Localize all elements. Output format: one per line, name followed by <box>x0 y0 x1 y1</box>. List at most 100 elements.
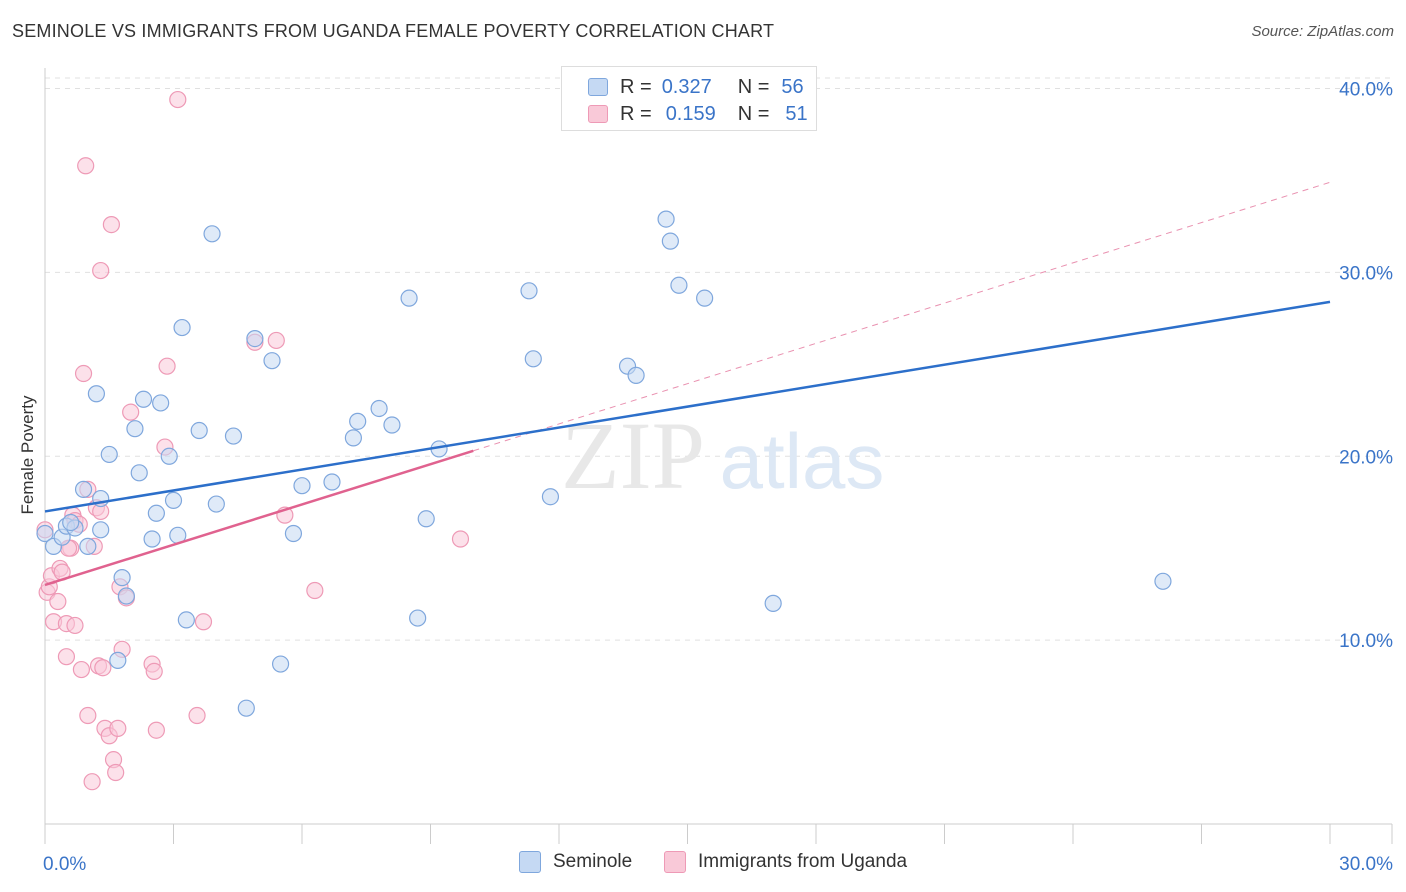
seminole-point <box>670 276 688 294</box>
legend-n-value: 56 <box>781 75 804 98</box>
legend-uganda-label: Immigrants from Uganda <box>698 851 908 872</box>
uganda-point <box>57 648 76 666</box>
grid-lines <box>45 77 1392 641</box>
y-tick-label: 10.0% <box>1339 631 1393 652</box>
seminole-point <box>203 225 221 243</box>
seminole-point <box>117 587 135 605</box>
x-tick-label: 30.0% <box>1339 854 1393 875</box>
y-axis-label: Female Poverty <box>18 395 37 515</box>
seminole-point <box>417 510 435 528</box>
seminole-point <box>143 530 161 548</box>
uganda-swatch <box>588 105 608 123</box>
tick-labels: 10.0% 20.0% 30.0% 40.0% 0.0% 30.0% <box>43 80 1393 875</box>
chart-title: SEMINOLE VS IMMIGRANTS FROM UGANDA FEMAL… <box>12 21 775 41</box>
seminole-point <box>271 655 290 673</box>
seminole-point <box>160 447 178 465</box>
seminole-point <box>349 412 367 430</box>
seminole-point <box>62 513 80 532</box>
seminole-point <box>152 394 170 412</box>
seminole-point <box>237 699 255 717</box>
axes <box>44 68 1393 844</box>
uganda-point <box>77 157 95 175</box>
uganda-point <box>72 660 91 679</box>
seminole-point <box>383 416 401 434</box>
seminole-point <box>370 399 388 418</box>
seminole-point <box>74 480 93 498</box>
seminole-trend-line <box>44 300 1331 513</box>
seminole-point <box>661 232 679 250</box>
watermark: ZIP atlas <box>561 402 884 509</box>
seminole-point <box>284 524 303 543</box>
uganda-swatch <box>664 851 686 873</box>
seminole-point <box>177 611 195 629</box>
seminole-point <box>520 282 538 300</box>
seminole-point <box>190 421 208 440</box>
seminole-point <box>92 521 110 539</box>
legend-item-seminole: Seminole <box>519 851 632 873</box>
seminole-point <box>207 495 225 513</box>
seminole-point <box>344 429 362 447</box>
seminole-point <box>164 491 183 510</box>
uganda-point <box>267 331 285 350</box>
seminole-point <box>109 651 127 669</box>
source-label: Source: ZipAtlas.com <box>1251 23 1394 40</box>
seminole-point <box>409 609 427 627</box>
seminole-point <box>134 390 153 408</box>
uganda-point <box>451 530 470 548</box>
legend-r-label: R = <box>620 75 652 98</box>
x-tick-label: 0.0% <box>43 854 86 875</box>
legend-row-seminole: R = 0.327 N = 56 <box>588 74 804 100</box>
legend-r-label: R = <box>620 102 652 125</box>
uganda-point <box>188 706 206 725</box>
uganda-point <box>66 616 84 635</box>
uganda-point <box>74 364 93 383</box>
seminole-point <box>130 464 148 482</box>
trend-lines <box>44 181 1331 587</box>
seminole-point <box>224 427 243 445</box>
seminole-point <box>113 569 131 587</box>
legend-n-label: N = <box>737 102 770 125</box>
seminole-point <box>263 352 281 370</box>
seminole-point <box>36 524 54 543</box>
seminole-point <box>627 366 645 384</box>
seminole-swatch <box>588 78 608 96</box>
seminole-point <box>246 330 264 348</box>
legend-seminole-label: Seminole <box>553 851 633 872</box>
uganda-point <box>49 592 67 611</box>
seminole-point <box>541 488 560 506</box>
uganda-point <box>92 261 110 280</box>
uganda-point <box>147 721 165 739</box>
uganda-point <box>169 90 187 109</box>
uganda-point <box>145 662 163 680</box>
seminole-point <box>87 385 106 403</box>
uganda-point <box>94 659 112 677</box>
uganda-point <box>122 403 140 421</box>
uganda-trend-line <box>44 449 474 587</box>
seminole-swatch <box>519 851 541 873</box>
seminole-point <box>293 477 311 495</box>
legend-item-uganda: Immigrants from Uganda <box>664 851 907 873</box>
seminole-point <box>524 350 542 368</box>
legend-row-uganda: R = 0.159 N = 51 <box>588 101 808 127</box>
seminole-point <box>147 504 165 522</box>
seminole-points <box>36 210 1172 717</box>
legend-n-label: N = <box>737 75 770 98</box>
seminole-point <box>764 594 782 612</box>
uganda-point <box>102 216 120 234</box>
legend-r-value: 0.327 <box>661 75 712 98</box>
uganda-point <box>109 719 127 737</box>
seminole-point <box>173 318 191 337</box>
seminole-point <box>657 210 675 228</box>
y-tick-label: 40.0% <box>1339 80 1393 101</box>
seminole-point <box>1154 572 1172 590</box>
uganda-point <box>306 581 324 600</box>
legend-n-value: 51 <box>785 102 808 125</box>
uganda-point <box>158 357 176 375</box>
uganda-points <box>36 90 470 791</box>
seminole-point <box>323 473 341 491</box>
uganda-point <box>83 773 101 791</box>
series-legend: Seminole Immigrants from Uganda <box>0 851 1406 877</box>
seminole-point <box>79 537 97 555</box>
legend-r-value: 0.159 <box>665 102 716 125</box>
